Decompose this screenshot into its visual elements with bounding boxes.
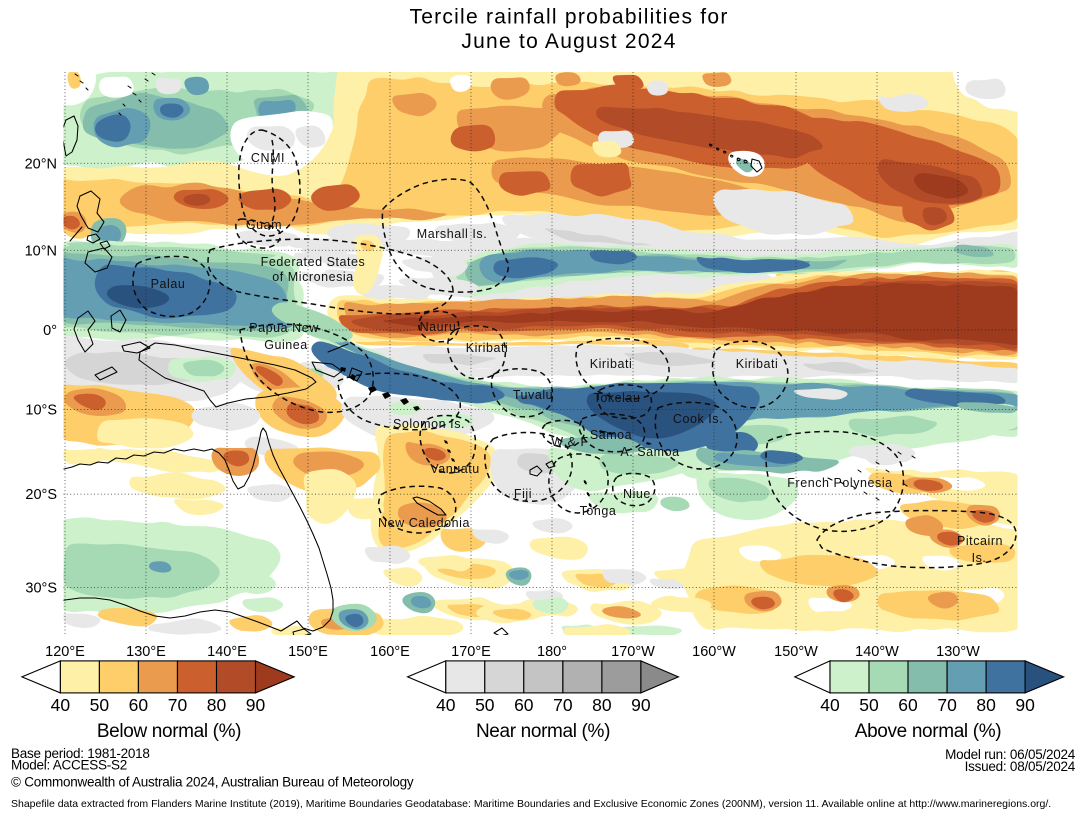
svg-text:30°S: 30°S	[25, 580, 57, 596]
svg-text:150°E: 150°E	[288, 644, 328, 660]
svg-text:20°N: 20°N	[25, 156, 57, 172]
svg-text:160°E: 160°E	[370, 644, 410, 660]
svg-text:Tuvalu: Tuvalu	[513, 388, 553, 402]
svg-text:Guinea: Guinea	[264, 338, 308, 352]
svg-text:20°S: 20°S	[25, 487, 57, 503]
svg-text:Below normal (%): Below normal (%)	[97, 721, 241, 742]
svg-text:80: 80	[592, 695, 612, 715]
svg-text:Solomon Is.: Solomon Is.	[393, 417, 465, 431]
svg-text:Samoa: Samoa	[590, 428, 632, 442]
svg-text:10°S: 10°S	[25, 403, 57, 419]
svg-text:80: 80	[207, 695, 227, 715]
svg-text:Model: ACCESS-S2: Model: ACCESS-S2	[11, 758, 127, 773]
svg-text:60: 60	[129, 695, 149, 715]
svg-text:of Micronesia: of Micronesia	[272, 270, 354, 284]
svg-text:Shapefile data extracted from: Shapefile data extracted from Flanders M…	[11, 798, 1051, 810]
svg-text:Guam: Guam	[246, 218, 282, 232]
svg-text:130°W: 130°W	[936, 644, 980, 660]
svg-text:Above normal (%): Above normal (%)	[855, 721, 1001, 742]
svg-text:Base period: 1981-2018: Base period: 1981-2018	[11, 746, 150, 761]
svg-text:Niue: Niue	[623, 487, 651, 501]
svg-text:Fiji: Fiji	[514, 487, 532, 501]
svg-text:Marshall Is.: Marshall Is.	[417, 227, 488, 241]
svg-text:Model run: 06/05/2024: Model run: 06/05/2024	[945, 747, 1076, 762]
svg-text:French Polynesia: French Polynesia	[787, 476, 892, 490]
svg-text:50: 50	[475, 695, 495, 715]
svg-text:140°W: 140°W	[855, 644, 899, 660]
svg-text:Vanuatu: Vanuatu	[430, 462, 480, 476]
svg-text:40: 40	[820, 695, 840, 715]
svg-text:90: 90	[246, 695, 266, 715]
svg-text:160°W: 160°W	[692, 644, 736, 660]
svg-text:W & F: W & F	[551, 435, 588, 449]
svg-text:A. Samoa: A. Samoa	[620, 445, 679, 459]
svg-text:120°E: 120°E	[45, 644, 85, 660]
svg-text:60: 60	[514, 695, 534, 715]
svg-text:New Caledonia: New Caledonia	[378, 516, 470, 530]
svg-text:Near normal (%): Near normal (%)	[476, 721, 610, 742]
svg-text:150°W: 150°W	[774, 644, 818, 660]
svg-text:50: 50	[859, 695, 879, 715]
svg-text:Palau: Palau	[151, 277, 186, 291]
svg-text:70: 70	[937, 695, 957, 715]
svg-text:Kiribati: Kiribati	[736, 357, 779, 371]
svg-text:Kiribati: Kiribati	[466, 341, 509, 355]
svg-text:40: 40	[436, 695, 456, 715]
svg-text:40: 40	[51, 695, 71, 715]
svg-text:Pitcairn: Pitcairn	[957, 534, 1003, 548]
svg-text:90: 90	[631, 695, 651, 715]
svg-text:170°E: 170°E	[451, 644, 491, 660]
svg-text:170°W: 170°W	[611, 644, 655, 660]
svg-text:130°E: 130°E	[126, 644, 166, 660]
svg-text:Tercile rainfall probabilities: Tercile rainfall probabilities for	[409, 6, 728, 29]
svg-text:10°N: 10°N	[25, 243, 57, 259]
svg-text:70: 70	[168, 695, 188, 715]
svg-text:0°: 0°	[43, 323, 57, 339]
svg-text:CNMI: CNMI	[251, 151, 285, 165]
svg-text:140°E: 140°E	[207, 644, 247, 660]
svg-text:90: 90	[1015, 695, 1035, 715]
svg-text:Is.: Is.	[972, 551, 987, 565]
svg-text:Tokelau: Tokelau	[594, 391, 641, 405]
svg-text:Tonga: Tonga	[580, 504, 617, 518]
svg-text:180°: 180°	[537, 644, 567, 660]
svg-text:Cook Is.: Cook Is.	[673, 412, 723, 426]
svg-text:Kiribati: Kiribati	[590, 357, 633, 371]
svg-text:50: 50	[90, 695, 110, 715]
svg-text:Nauru: Nauru	[420, 320, 457, 334]
svg-text:Papua New: Papua New	[249, 321, 319, 335]
svg-text:80: 80	[976, 695, 996, 715]
svg-text:June to August 2024: June to August 2024	[461, 30, 676, 53]
svg-text:Issued: 08/05/2024: Issued: 08/05/2024	[965, 759, 1076, 774]
svg-text:© Commonwealth of Australia 20: © Commonwealth of Australia 2024, Austra…	[11, 775, 414, 790]
svg-text:Federated States: Federated States	[261, 255, 366, 269]
svg-text:70: 70	[553, 695, 573, 715]
svg-text:60: 60	[898, 695, 918, 715]
